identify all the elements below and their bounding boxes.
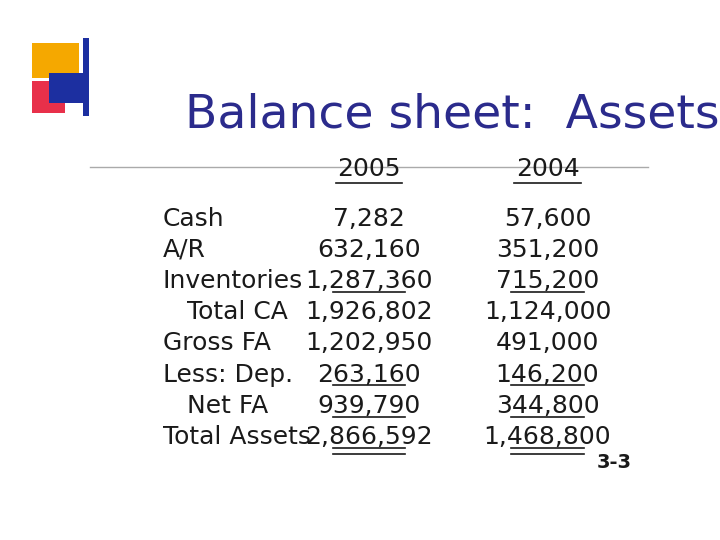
Text: 1,468,800: 1,468,800 (484, 425, 611, 449)
Text: 263,160: 263,160 (318, 362, 420, 387)
Text: 1,202,950: 1,202,950 (305, 332, 433, 355)
Text: 7,282: 7,282 (333, 207, 405, 231)
Text: 146,200: 146,200 (496, 362, 599, 387)
Text: Cash: Cash (163, 207, 224, 231)
Text: Balance sheet:  Assets: Balance sheet: Assets (185, 92, 719, 137)
Text: Less: Dep.: Less: Dep. (163, 362, 292, 387)
Text: 715,200: 715,200 (496, 269, 599, 293)
Text: Gross FA: Gross FA (163, 332, 271, 355)
Text: 1,926,802: 1,926,802 (305, 300, 433, 324)
Text: Inventories: Inventories (163, 269, 303, 293)
Text: Net FA: Net FA (163, 394, 268, 418)
Text: 939,790: 939,790 (318, 394, 420, 418)
Text: 57,600: 57,600 (504, 207, 591, 231)
Text: Total CA: Total CA (163, 300, 287, 324)
Text: 1,124,000: 1,124,000 (484, 300, 611, 324)
Text: 632,160: 632,160 (318, 238, 420, 262)
Text: A/R: A/R (163, 238, 205, 262)
Text: 1,287,360: 1,287,360 (305, 269, 433, 293)
Text: 3-3: 3-3 (596, 453, 631, 472)
Text: Total Assets: Total Assets (163, 425, 310, 449)
Text: 2005: 2005 (337, 157, 401, 181)
Text: 2004: 2004 (516, 157, 580, 181)
Text: 491,000: 491,000 (496, 332, 599, 355)
Text: 351,200: 351,200 (496, 238, 599, 262)
Text: 2,866,592: 2,866,592 (305, 425, 433, 449)
Text: 344,800: 344,800 (496, 394, 599, 418)
